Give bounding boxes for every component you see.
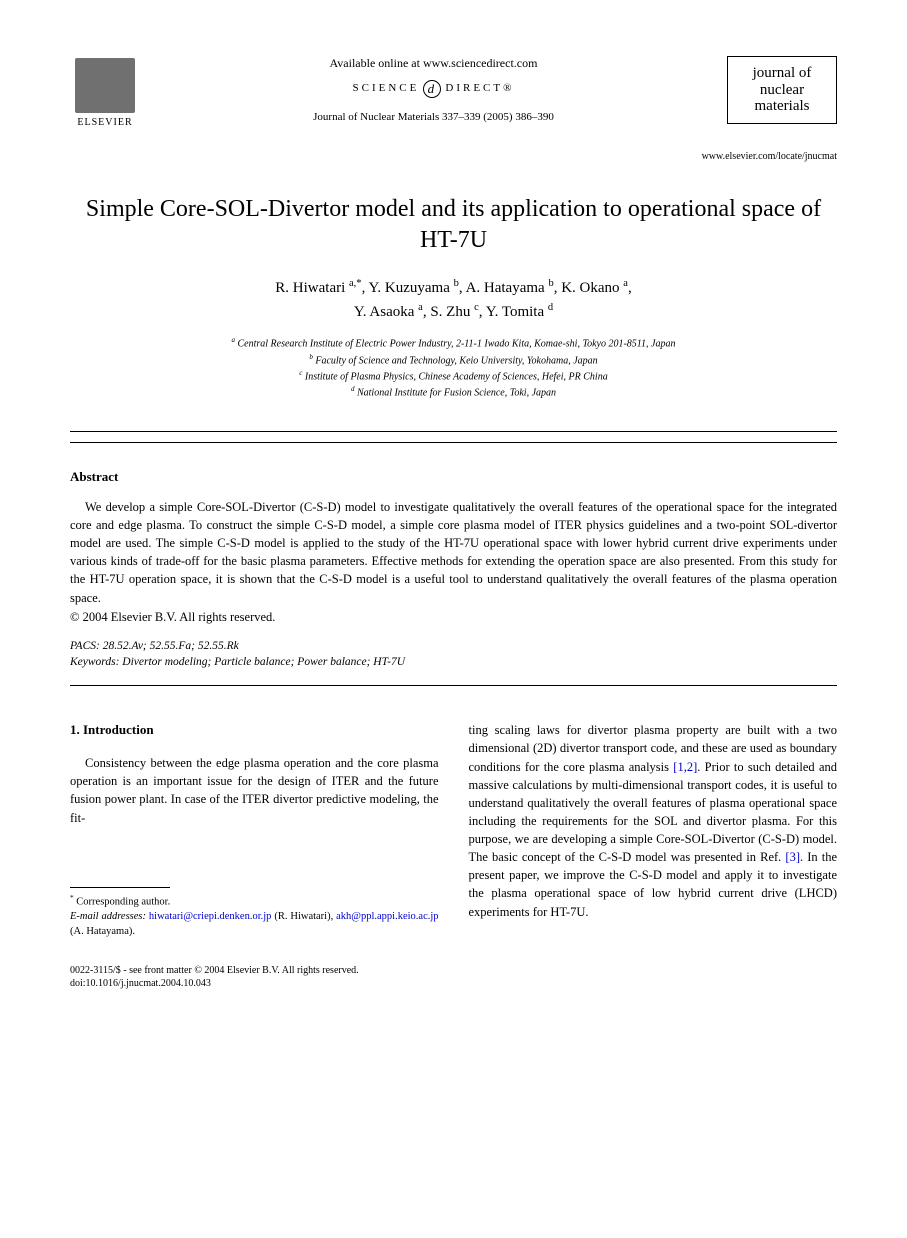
doi-line: doi:10.1016/j.jnucmat.2004.10.043 [70,977,837,990]
sep6: , Y. Tomita [479,304,548,320]
keywords-line: Keywords: Divertor modeling; Particle ba… [70,654,837,670]
affiliation-c-text: Institute of Plasma Physics, Chinese Aca… [305,371,608,382]
corresponding-author: * Corresponding author. [70,893,439,910]
email-link-1[interactable]: hiwatari@criepi.denken.or.jp [149,911,272,922]
corresponding-text: Corresponding author. [76,896,170,907]
footnote-rule [70,887,170,888]
journal-box-line3: materials [732,98,832,115]
two-column-body: 1. Introduction Consistency between the … [70,721,837,939]
right-column: ting scaling laws for divertor plasma pr… [469,721,838,939]
sd-right: DIRECT® [445,81,514,96]
journal-box-title: journal of nuclear materials [732,65,832,115]
footnote-block: * Corresponding author. E-mail addresses… [70,893,439,940]
left-column: 1. Introduction Consistency between the … [70,721,439,939]
sep3: , K. Okano [554,280,624,296]
sep2: , A. Hatayama [459,280,549,296]
sep5: , S. Zhu [423,304,474,320]
ref-link-12[interactable]: [1,2] [673,760,697,774]
email-label: E-mail addresses: [70,911,146,922]
elsevier-tree-icon [75,58,135,113]
journal-box-line1: journal of [732,65,832,82]
intro-left-para: Consistency between the edge plasma oper… [70,754,439,827]
affiliations: a Central Research Institute of Electric… [70,335,837,400]
divider-top [70,431,837,432]
sciencedirect-d-icon: d [423,80,441,98]
intro-right-para-2: . Prior to such detailed and massive cal… [469,760,838,865]
abstract-text: We develop a simple Core-SOL-Divertor (C… [70,498,837,607]
bottom-info: 0022-3115/$ - see front matter © 2004 El… [70,964,837,990]
journal-box-line2: nuclear [732,82,832,99]
intro-heading: 1. Introduction [70,721,439,740]
header-row: ELSEVIER Available online at www.science… [70,50,837,130]
pacs-line: PACS: 28.52.Av; 52.55.Fa; 52.55.Rk [70,638,837,654]
authors-list: R. Hiwatari a,*, Y. Kuzuyama b, A. Hatay… [70,276,837,323]
elsevier-text: ELSEVIER [77,116,132,130]
available-online-text: Available online at www.sciencedirect.co… [140,55,727,72]
email-addresses: E-mail addresses: hiwatari@criepi.denken… [70,910,439,939]
affiliation-b-text: Faculty of Science and Technology, Keio … [315,355,597,366]
journal-reference: Journal of Nuclear Materials 337–339 (20… [140,110,727,125]
affiliation-c: c Institute of Plasma Physics, Chinese A… [70,368,837,384]
author-7-sup: d [548,302,553,313]
author-1: R. Hiwatari [275,280,349,296]
ref-link-3[interactable]: [3] [785,850,800,864]
divider-top2 [70,442,837,443]
affiliation-d: d National Institute for Fusion Science,… [70,384,837,400]
affiliation-a: a Central Research Institute of Electric… [70,335,837,351]
affiliation-a-text: Central Research Institute of Electric P… [237,339,675,350]
sep4: , [628,280,632,296]
email-link-2[interactable]: akh@ppl.appi.keio.ac.jp [336,911,438,922]
abstract-heading: Abstract [70,468,837,486]
sep1: , Y. Kuzuyama [362,280,454,296]
author-5: Y. Asaoka [354,304,418,320]
copyright-line: © 2004 Elsevier B.V. All rights reserved… [70,609,837,627]
science-direct-logo: SCIENCE d DIRECT® [140,80,727,98]
email-name-1: (R. Hiwatari), [271,911,336,922]
affiliation-b: b Faculty of Science and Technology, Kei… [70,352,837,368]
elsevier-logo: ELSEVIER [70,50,140,130]
article-title: Simple Core-SOL-Divertor model and its a… [70,194,837,256]
front-matter-line: 0022-3115/$ - see front matter © 2004 El… [70,964,837,977]
journal-logo-box: journal of nuclear materials [727,56,837,124]
sd-left: SCIENCE [353,81,420,96]
center-header: Available online at www.sciencedirect.co… [140,55,727,125]
affiliation-d-text: National Institute for Fusion Science, T… [357,388,556,399]
author-1-sup: a,* [349,278,362,289]
email-name-2: (A. Hatayama). [70,926,135,937]
divider-mid [70,685,837,686]
journal-url[interactable]: www.elsevier.com/locate/jnucmat [70,150,837,164]
